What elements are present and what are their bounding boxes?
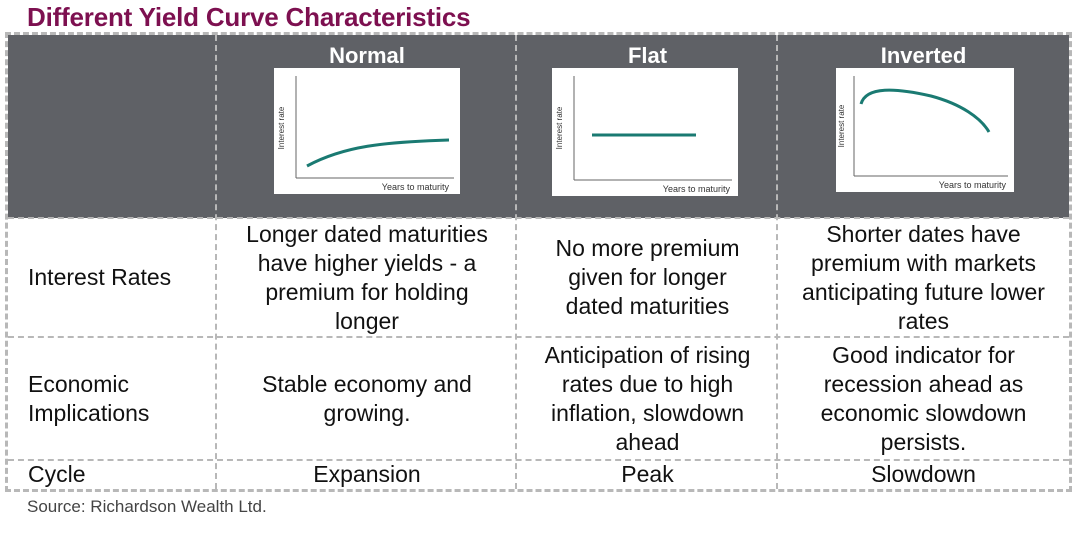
- column-title-flat: Flat: [627, 43, 668, 68]
- cell-normal-economic-implications: Stable economy and growing.: [262, 370, 472, 426]
- cell-normal-cycle: Expansion: [313, 461, 421, 487]
- cell-normal-interest-rates: Longer dated maturities have higher yiel…: [246, 220, 488, 334]
- normal-curve-chart: Interest rate Years to maturity: [274, 68, 460, 194]
- row-label-interest-rates: Interest Rates: [28, 264, 172, 290]
- source-note: Source: Richardson Wealth Ltd.: [27, 497, 267, 516]
- column-title-normal: Normal: [329, 43, 405, 68]
- page-title: Different Yield Curve Characteristics: [27, 2, 471, 32]
- svg-text:Interest rate: Interest rate: [837, 104, 846, 147]
- row-label-economic-implications: Economic Implications: [8, 337, 217, 460]
- cell-inverted-economic-implications: Good indicator for recession ahead as ec…: [820, 341, 1027, 455]
- row-label-text: Economic Implications: [28, 370, 150, 426]
- header-inverted: Inverted Interest rate Years to maturity: [778, 35, 1069, 218]
- header-normal: Normal Interest rate Years to maturity: [217, 35, 517, 218]
- cell-inverted-interest-rates: Shorter dates have premium with markets …: [802, 220, 1045, 334]
- cell-flat-interest-rates: No more premium given for longer dated m…: [555, 235, 740, 319]
- svg-text:Years to maturity: Years to maturity: [663, 184, 731, 194]
- column-divider: [215, 35, 217, 489]
- row-divider: [8, 459, 1069, 461]
- header-corner: [8, 35, 217, 218]
- column-title-inverted: Inverted: [880, 43, 967, 68]
- header-flat: Flat Interest rate Years to maturity: [517, 35, 778, 218]
- yield-curve-table: Normal Interest rate Years to maturity F…: [5, 32, 1072, 492]
- svg-text:Interest rate: Interest rate: [277, 106, 286, 149]
- column-divider: [515, 35, 517, 489]
- svg-text:Years to maturity: Years to maturity: [939, 180, 1007, 190]
- row-divider: [8, 217, 1069, 219]
- inverted-curve-chart: Interest rate Years to maturity: [836, 68, 1014, 192]
- cell-flat-cycle: Peak: [621, 461, 674, 487]
- svg-text:Interest rate: Interest rate: [555, 106, 564, 149]
- cell-inverted-cycle: Slowdown: [871, 461, 976, 487]
- column-divider: [776, 35, 778, 489]
- cell-flat-economic-implications: Anticipation of rising rates due to high…: [544, 341, 751, 455]
- svg-text:Years to maturity: Years to maturity: [382, 182, 450, 192]
- flat-curve-chart: Interest rate Years to maturity: [552, 68, 738, 196]
- row-divider: [8, 336, 1069, 338]
- row-label-cycle: Cycle: [28, 461, 86, 487]
